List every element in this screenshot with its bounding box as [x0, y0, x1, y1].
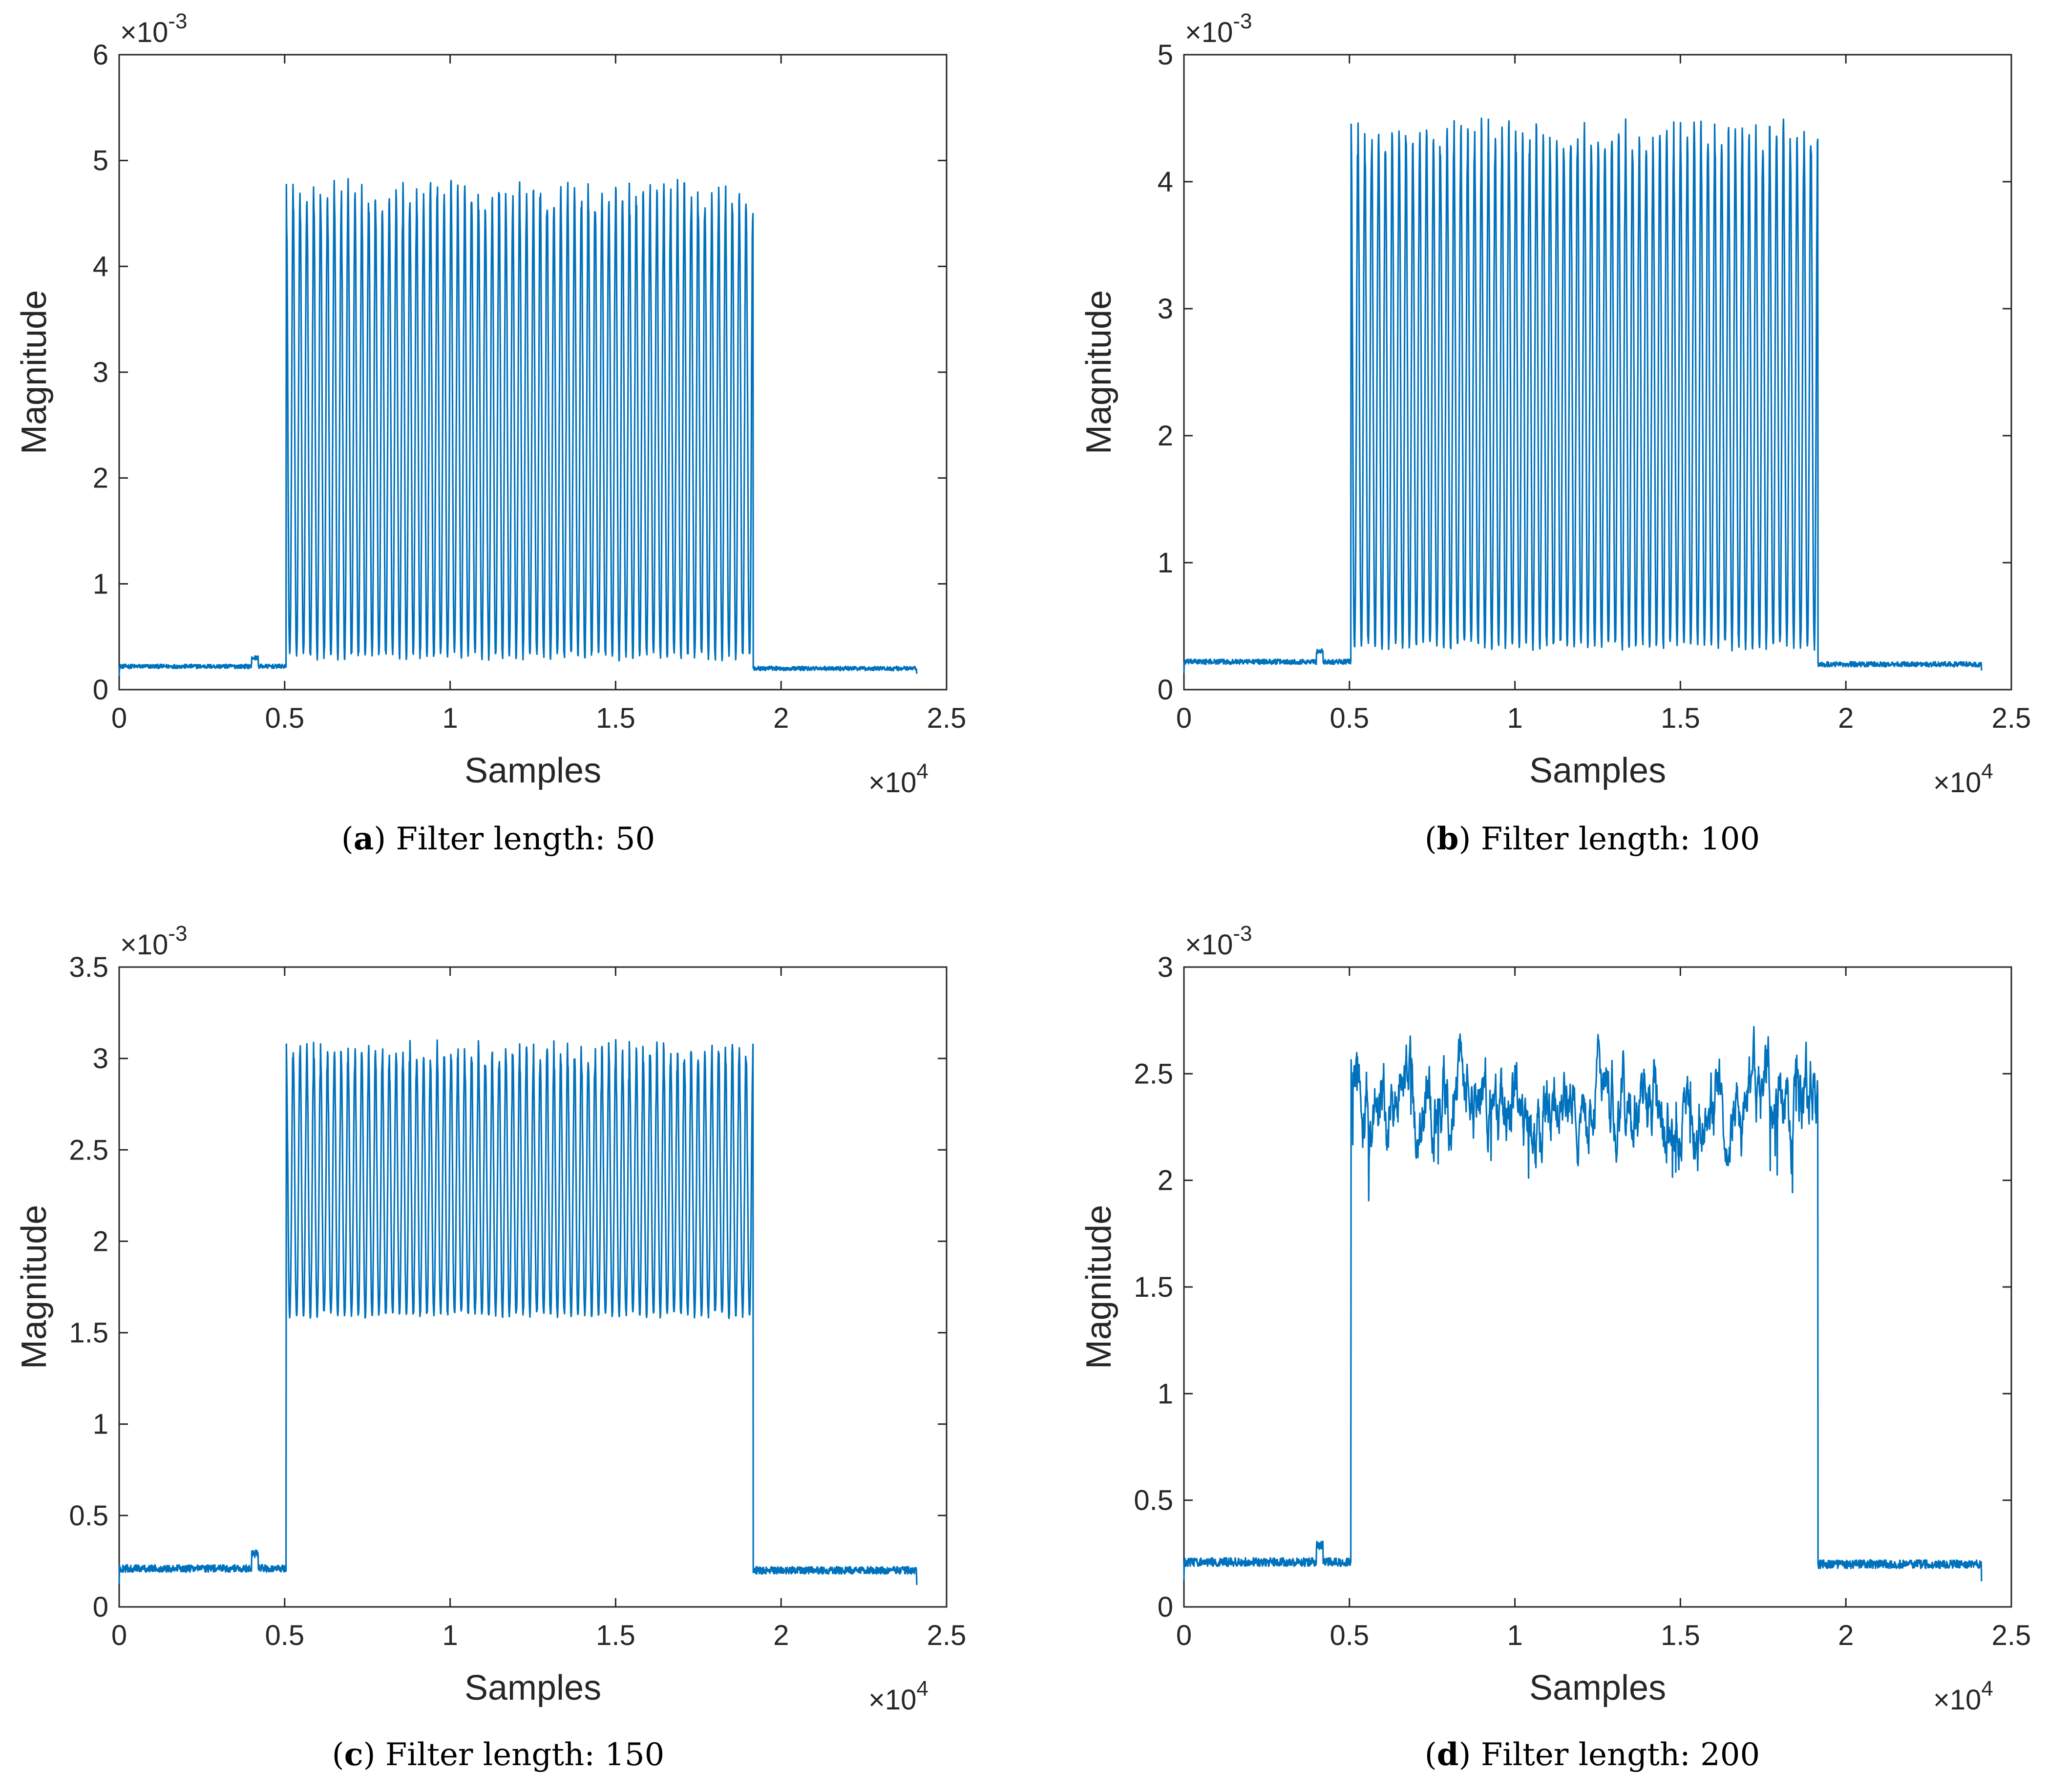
- y-exponent-label: ×10-3: [120, 9, 188, 48]
- y-tick-label: 2: [93, 1225, 108, 1257]
- panel-d-letter: d: [1436, 1736, 1459, 1773]
- panel-b-chart: 0 0.5 1 1.5 2 2.5 0 1 2 3 4 5 Samples Magnitude ×10-3 ×…: [1079, 9, 2031, 799]
- x-tick-label: 2: [773, 702, 789, 734]
- y-tick-label: 3: [1158, 951, 1173, 983]
- y-tick-label: 0: [93, 1591, 108, 1623]
- x-exponent-power: 4: [916, 1677, 928, 1701]
- x-tick-label: 2: [1838, 702, 1854, 734]
- panel-b-caption-text: Filter length: 100: [1480, 821, 1760, 857]
- x-tick-label: 0: [1176, 1620, 1192, 1651]
- panel-c-caption-text: Filter length: 150: [385, 1737, 665, 1773]
- y-tick-label: 1.5: [69, 1317, 108, 1349]
- x-tick-label: 0.5: [265, 1620, 304, 1651]
- x-tick-label: 2.5: [1992, 1620, 2031, 1651]
- panel-d-caption: (d) Filter length: 200: [1424, 1736, 1760, 1773]
- y-tick-label: 1: [93, 568, 108, 600]
- y-tick-label: 1: [93, 1409, 108, 1440]
- y-tick-label: 2: [1158, 420, 1173, 452]
- y-exponent-power: -3: [1233, 922, 1252, 946]
- y-axis-label: Magnitude: [15, 290, 54, 454]
- series-line: [1183, 117, 1983, 673]
- y-exponent-label: ×10-3: [1185, 922, 1252, 961]
- panel-d-caption-text: Filter length: 200: [1480, 1737, 1760, 1773]
- panel-d-chart: 0 0.5 1 1.5 2 2.5 0 0.5 1 1.5 2 2.5 3 Samples Magnitud…: [1079, 922, 2031, 1716]
- panel-a-caption-text: Filter length: 50: [396, 821, 655, 857]
- x-exponent-power: 4: [1981, 1677, 1993, 1701]
- panel-c-chart: 0 0.5 1 1.5 2 2.5 0 0.5 1 1.5 2 2.5 3 3.5 Samples Magni…: [15, 922, 967, 1716]
- y-tick-label: 2: [1158, 1165, 1173, 1197]
- x-exponent-power: 4: [916, 759, 928, 783]
- y-tick-label: 5: [93, 145, 108, 177]
- x-tick-label: 1.5: [596, 702, 635, 734]
- x-tick-label: 1: [1507, 1620, 1522, 1651]
- x-tick-label: 1: [442, 702, 458, 734]
- x-tick-label: 1: [1507, 702, 1522, 734]
- panel-a-chart: 0 0.5 1 1.5 2 2.5 0 1 2 3 4 5 6 Samples Magnitude ×10-3…: [15, 9, 967, 799]
- axes-box: [118, 54, 948, 691]
- series-line: [118, 178, 918, 676]
- panel-a-caption: (a) Filter length: 50: [341, 821, 655, 857]
- x-tick-label: 2.5: [927, 1620, 967, 1651]
- y-tick-label: 1: [1158, 1378, 1173, 1410]
- y-tick-label: 3: [93, 1043, 108, 1075]
- panel-b-caption: (b) Filter length: 100: [1424, 821, 1760, 857]
- x-tick-label: 1: [442, 1620, 458, 1651]
- y-tick-label: 2.5: [69, 1134, 108, 1166]
- y-tick-label: 2.5: [1134, 1058, 1173, 1090]
- x-tick-label: 2: [1838, 1620, 1854, 1651]
- panel-b-letter: b: [1436, 821, 1459, 857]
- x-exponent-power: 4: [1981, 759, 1993, 783]
- y-tick-label: 4: [93, 251, 108, 282]
- y-exponent-power: -3: [1233, 9, 1252, 33]
- x-axis-label: Samples: [464, 751, 601, 790]
- x-exponent-label: ×104: [868, 1677, 929, 1716]
- axes-box: [1183, 966, 2012, 1608]
- x-exponent-label: ×104: [1933, 759, 1993, 799]
- x-tick-label: 0: [111, 702, 127, 734]
- x-tick-label: 0.5: [1329, 1620, 1369, 1651]
- x-tick-label: 2.5: [1992, 702, 2031, 734]
- x-tick-label: 2: [773, 1620, 789, 1651]
- x-tick-label: 0: [111, 1620, 127, 1651]
- y-tick-label: 0: [1158, 1591, 1173, 1623]
- x-tick-label: 1.5: [1661, 1620, 1700, 1651]
- x-tick-label: 1.5: [596, 1620, 635, 1651]
- x-tick-label: 1.5: [1661, 702, 1700, 734]
- x-tick-label: 2.5: [927, 702, 967, 734]
- x-exponent-label: ×104: [1933, 1677, 1993, 1716]
- series-line: [118, 1039, 918, 1585]
- panel-c-letter: c: [344, 1736, 363, 1773]
- x-tick-label: 0.5: [265, 702, 304, 734]
- panel-a-letter: a: [353, 821, 374, 857]
- y-tick-label: 0: [93, 674, 108, 706]
- y-axis-label: Magnitude: [15, 1205, 54, 1369]
- y-tick-label: 4: [1158, 166, 1173, 198]
- y-tick-label: 5: [1158, 39, 1173, 71]
- y-axis-label: Magnitude: [1079, 290, 1118, 454]
- y-tick-label: 3: [93, 357, 108, 388]
- y-tick-label: 2: [93, 463, 108, 494]
- y-tick-label: 0.5: [1134, 1485, 1173, 1517]
- y-tick-label: 3: [1158, 293, 1173, 325]
- x-axis-label: Samples: [1529, 1668, 1666, 1708]
- y-exponent-power: -3: [168, 922, 187, 946]
- x-axis-label: Samples: [1529, 751, 1666, 790]
- y-tick-label: 0: [1158, 674, 1173, 706]
- series-line: [1183, 1026, 1983, 1581]
- x-axis-label: Samples: [464, 1668, 601, 1708]
- y-tick-label: 1.5: [1134, 1271, 1173, 1303]
- x-tick-label: 0.5: [1329, 702, 1369, 734]
- y-tick-label: 0.5: [69, 1500, 108, 1532]
- y-exponent-label: ×10-3: [120, 922, 188, 961]
- y-tick-label: 6: [93, 39, 108, 71]
- y-exponent-power: -3: [168, 9, 187, 33]
- y-tick-label: 3.5: [69, 951, 108, 983]
- y-exponent-label: ×10-3: [1185, 9, 1252, 48]
- x-exponent-label: ×104: [868, 759, 929, 799]
- panel-c-caption: (c) Filter length: 150: [332, 1736, 665, 1773]
- y-tick-label: 1: [1158, 547, 1173, 579]
- y-axis-label: Magnitude: [1079, 1205, 1118, 1369]
- x-tick-label: 0: [1176, 702, 1192, 734]
